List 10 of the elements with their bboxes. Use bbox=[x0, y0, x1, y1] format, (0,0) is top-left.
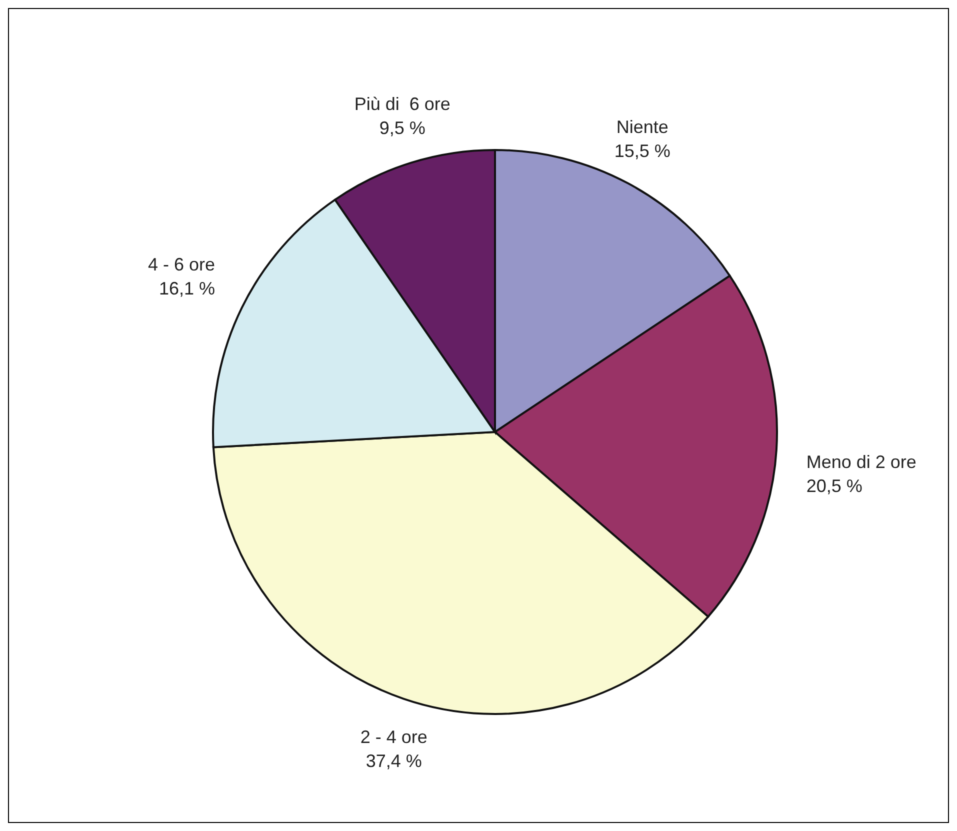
slice-label: 2 - 4 ore bbox=[360, 727, 428, 748]
data-label: 9,5 % bbox=[379, 118, 426, 138]
slice-label: 4 - 6 ore bbox=[148, 254, 216, 274]
slice-label: Meno di 2 ore bbox=[806, 452, 916, 472]
data-label: 20,5 % bbox=[806, 476, 862, 496]
data-label: 15,5 % bbox=[614, 140, 670, 161]
data-label: 16,1 % bbox=[158, 278, 216, 298]
slice-label: Più di 6 ore bbox=[354, 94, 450, 114]
data-label: 37,4 % bbox=[366, 751, 422, 772]
slice-label: Niente bbox=[616, 116, 668, 137]
